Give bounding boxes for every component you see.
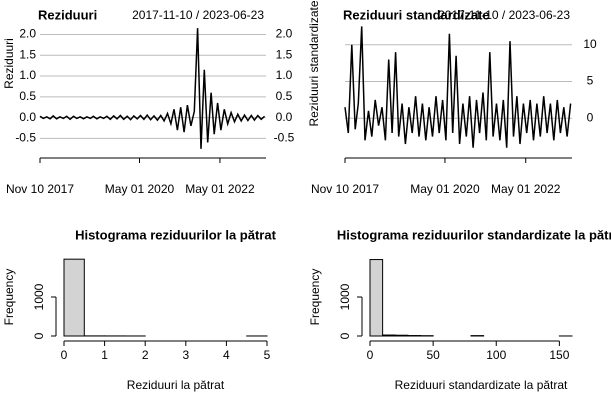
x-tick-label: 50 [426, 348, 440, 362]
y-tick-label: 1000 [32, 283, 46, 310]
bar [382, 334, 396, 337]
x-tick-label: Nov 10 2017 [6, 182, 74, 196]
chart-subtitle: 2017-11-10 / 2023-06-23 [438, 8, 570, 22]
bar [369, 259, 384, 337]
x-tick-label: May 01 2020 [105, 182, 175, 196]
x-tick-label: 4 [223, 348, 230, 362]
x-tick-label: 5 [264, 348, 271, 362]
y-tick-label: 1.0 [276, 68, 293, 82]
x-tick-label: 0 [367, 348, 374, 362]
bar [394, 334, 409, 337]
y-tick-label: 1000 [338, 283, 352, 310]
x-tick-label: Nov 10 2017 [311, 182, 379, 196]
y-tick-label: 0.0 [276, 110, 293, 124]
y-tick-label: 2.0 [276, 27, 293, 41]
x-tick-label: 2 [142, 348, 149, 362]
y-axis-label: Frequency [308, 269, 322, 326]
y-tick-label: 1.5 [276, 47, 293, 61]
x-tick-label: 100 [486, 348, 506, 362]
series-line [39, 28, 266, 149]
y-tick-label: -0.5 [15, 131, 36, 145]
y-axis-label: Reziduuri standardizate [307, 0, 321, 126]
series-line [344, 26, 572, 148]
x-tick-label: May 01 2022 [491, 182, 561, 196]
chart-title: Reziduuri standardizate [343, 7, 490, 22]
chart-title: Histograma reziduurilor standardizate la… [337, 227, 611, 242]
x-tick-label: 150 [549, 348, 569, 362]
x-tick-label: 0 [61, 348, 68, 362]
y-axis-label: Frequency [2, 269, 16, 326]
y-tick-label: 0.0 [19, 110, 36, 124]
y-tick-label: 0.5 [276, 89, 293, 103]
y-tick-label: -0.5 [274, 131, 295, 145]
y-tick-label: 2.0 [19, 27, 36, 41]
y-tick-label: 5 [587, 74, 594, 88]
x-axis-label: Reziduuri la pătrat [127, 378, 225, 392]
y-tick-label: 0 [587, 110, 594, 124]
y-tick-label: 1.0 [19, 68, 36, 82]
y-tick-label: 0.5 [19, 89, 36, 103]
y-tick-label: 10 [583, 37, 597, 51]
x-tick-label: 3 [182, 348, 189, 362]
x-tick-label: May 01 2020 [410, 182, 480, 196]
x-tick-label: May 01 2022 [185, 182, 255, 196]
y-tick-label: 0 [32, 332, 46, 339]
bar [63, 258, 85, 337]
chart-title: Histograma reziduurilor la pătrat [75, 227, 276, 242]
chart-title: Reziduuri [38, 7, 97, 22]
y-tick-label: 1.5 [19, 47, 36, 61]
chart-subtitle: 2017-11-10 / 2023-06-23 [132, 8, 264, 22]
x-tick-label: 1 [101, 348, 108, 362]
x-axis-label: Reziduuri standardizate la pătrat [395, 378, 568, 392]
y-axis-label: Reziduuri [2, 38, 16, 89]
y-tick-label: 0 [338, 332, 352, 339]
